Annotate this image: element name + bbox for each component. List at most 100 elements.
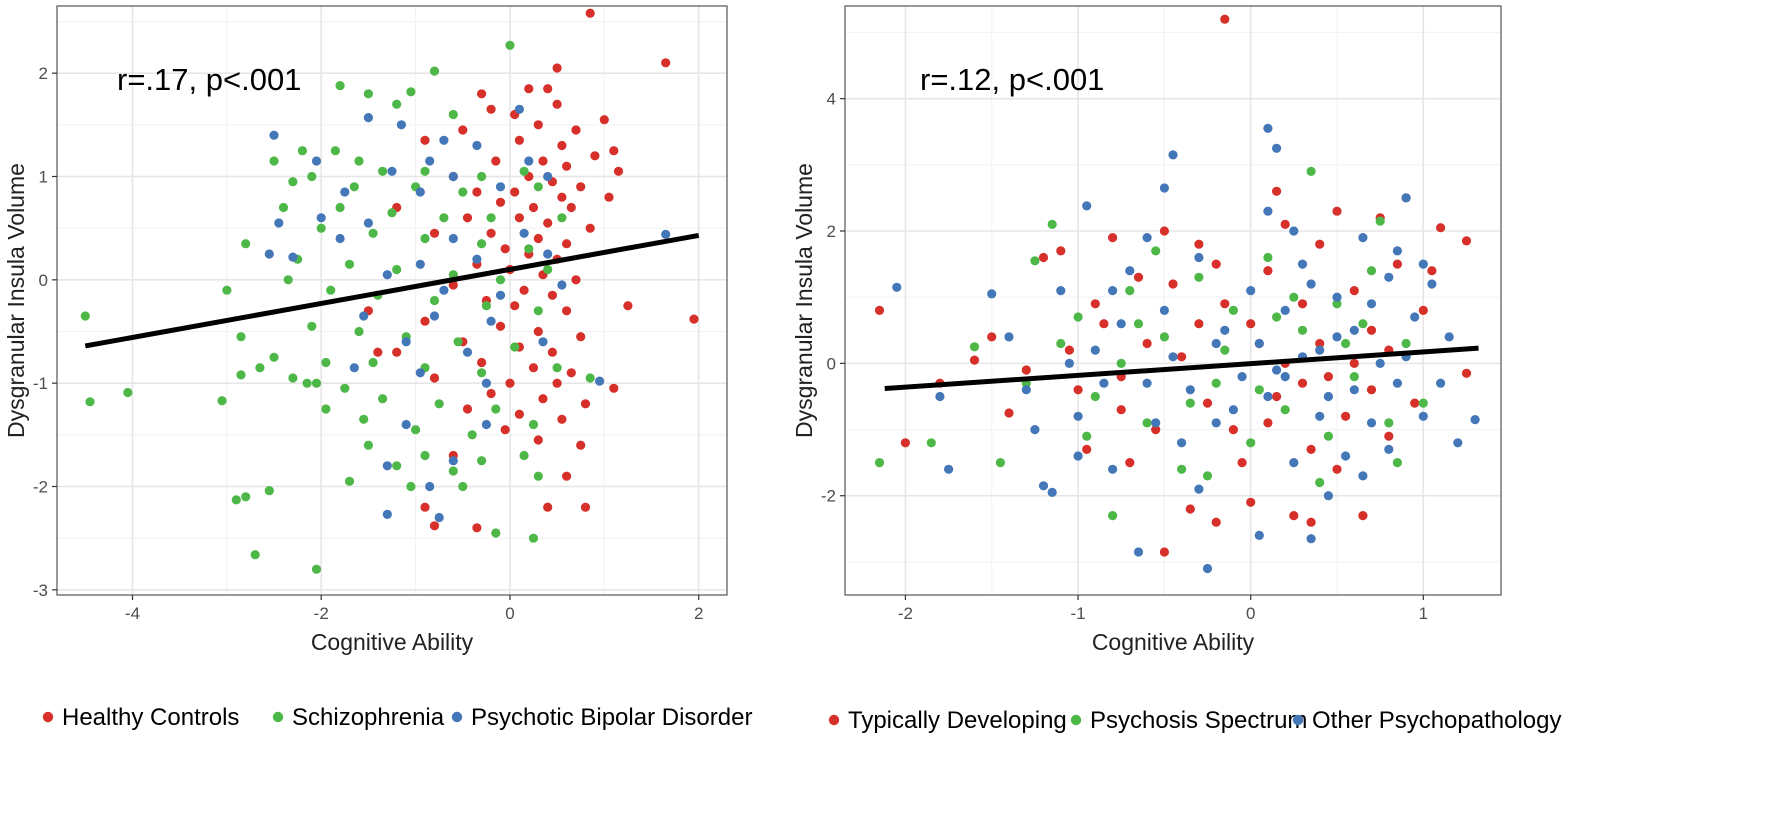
- point-green: [477, 171, 487, 182]
- point-blue: [340, 187, 350, 197]
- point-red: [448, 280, 458, 290]
- point-red: [557, 192, 567, 202]
- point-green: [524, 244, 534, 254]
- legend: Typically Developing Psychosis Spectrum Ot…: [828, 707, 1561, 734]
- point-red: [533, 326, 543, 337]
- point-blue: [1228, 405, 1238, 415]
- point-green: [1349, 372, 1359, 382]
- point-red: [566, 368, 576, 378]
- point-red: [477, 89, 487, 99]
- point-red: [477, 357, 487, 368]
- point-red: [1125, 458, 1135, 468]
- point-blue: [1168, 352, 1178, 362]
- point-blue: [1401, 193, 1411, 203]
- point-green: [491, 404, 501, 414]
- point-green: [406, 87, 416, 97]
- point-blue: [1349, 385, 1359, 395]
- x-tick-label: 0: [1246, 604, 1255, 623]
- point-green: [392, 99, 402, 109]
- point-green: [543, 264, 553, 275]
- point-green: [231, 495, 241, 505]
- chart-panel-2: -2 -1 0 1 -2 0 2 4 Cognitive Ability Dysgranular …: [791, 5, 1561, 734]
- point-blue: [1366, 418, 1377, 428]
- point-blue: [1297, 259, 1308, 269]
- point-green: [241, 239, 251, 249]
- point-blue: [1142, 378, 1152, 388]
- point-red: [500, 244, 510, 254]
- point-red: [1073, 385, 1083, 395]
- point-red: [689, 314, 699, 324]
- point-red: [1349, 358, 1359, 368]
- point-red: [1366, 385, 1377, 395]
- point-red: [1151, 425, 1161, 435]
- point-green: [1090, 391, 1100, 402]
- point-green: [363, 440, 373, 450]
- point-blue: [1064, 358, 1074, 368]
- point-blue: [1349, 325, 1359, 335]
- point-green: [1177, 464, 1187, 474]
- legend-marker-red: [828, 714, 840, 726]
- point-red: [510, 187, 520, 197]
- point-blue: [1410, 312, 1420, 322]
- point-red: [514, 135, 525, 145]
- point-red: [1366, 325, 1377, 335]
- point-green: [1358, 319, 1368, 329]
- point-green: [519, 450, 529, 461]
- point-red: [1228, 425, 1238, 435]
- point-green: [420, 166, 430, 176]
- point-green: [344, 259, 355, 269]
- point-red: [547, 290, 558, 300]
- x-axis-title: Cognitive Ability: [311, 629, 474, 655]
- point-green: [486, 213, 496, 223]
- point-blue: [1202, 563, 1213, 574]
- point-blue: [1047, 487, 1057, 497]
- point-blue: [1358, 233, 1368, 243]
- point-red: [609, 146, 619, 156]
- point-green: [1418, 398, 1428, 408]
- point-red: [1297, 378, 1308, 388]
- point-red: [462, 404, 473, 414]
- y-tick-label: 4: [827, 90, 836, 109]
- x-tick-label: -1: [1070, 604, 1085, 623]
- point-red: [1246, 497, 1256, 507]
- point-blue: [1418, 259, 1428, 269]
- point-red: [1297, 299, 1308, 309]
- point-green: [392, 264, 402, 275]
- point-red: [486, 388, 496, 399]
- panel-border: [56, 5, 728, 596]
- point-red: [495, 197, 506, 207]
- point-red: [1064, 345, 1074, 355]
- point-green: [1194, 272, 1204, 282]
- point-red: [580, 399, 591, 409]
- point-green: [368, 228, 378, 238]
- point-green: [378, 394, 388, 404]
- point-blue: [1332, 332, 1342, 342]
- point-green: [420, 233, 430, 244]
- point-green: [477, 239, 487, 249]
- point-green: [368, 357, 378, 368]
- point-red: [538, 394, 548, 404]
- point-blue: [363, 113, 373, 123]
- point-red: [552, 63, 562, 73]
- point-green: [926, 438, 936, 448]
- point-blue: [448, 456, 458, 466]
- point-red: [661, 58, 671, 68]
- legend-label: Schizophrenia: [292, 704, 445, 731]
- legend-label: Healthy Controls: [62, 704, 239, 731]
- point-red: [1384, 431, 1394, 441]
- point-red: [1341, 411, 1351, 421]
- point-green: [533, 182, 543, 192]
- point-red: [1246, 319, 1256, 329]
- point-red: [562, 471, 572, 481]
- point-blue: [543, 249, 553, 259]
- point-red: [543, 84, 553, 94]
- point-red: [1272, 186, 1282, 196]
- point-red: [1263, 266, 1273, 276]
- y-tick-label: -1: [33, 374, 48, 393]
- point-green: [297, 146, 307, 156]
- point-green: [288, 177, 298, 187]
- point-red: [420, 135, 430, 145]
- point-blue: [1418, 411, 1428, 421]
- point-red: [1263, 418, 1273, 428]
- point-blue: [1436, 378, 1446, 388]
